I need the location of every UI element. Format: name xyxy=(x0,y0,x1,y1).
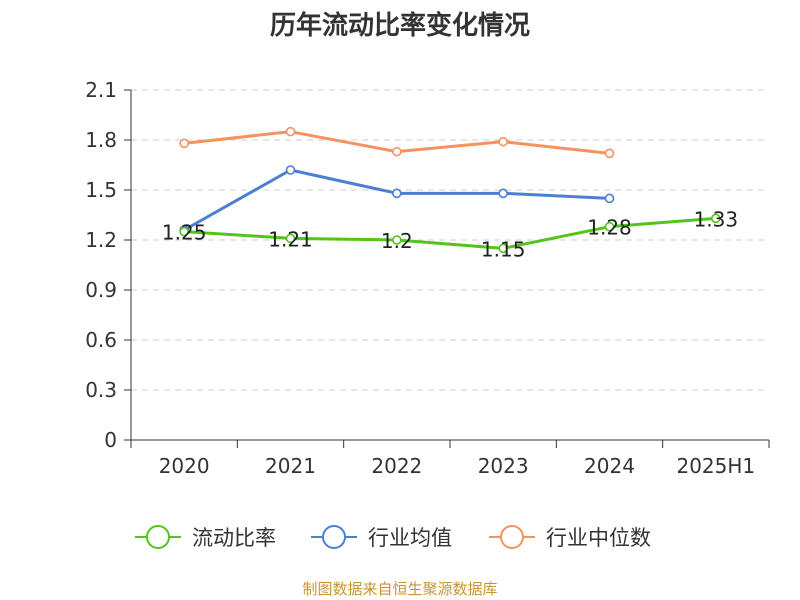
axis-layer: 0 0.3 0.6 0.9 1.2 1.5 1.8 2.1 2020 2021 2022 2023 20… xyxy=(85,78,770,478)
data-label: 1.15 xyxy=(481,237,526,261)
y-tick-label: 2.1 xyxy=(85,78,117,102)
data-label: 1.28 xyxy=(587,216,632,240)
y-tick-label: 1.8 xyxy=(85,128,117,152)
data-point xyxy=(179,226,189,237)
y-tick-label: 0.3 xyxy=(85,378,117,402)
data-point xyxy=(711,213,721,224)
legend-marker xyxy=(500,525,524,549)
y-tick-label: 0.6 xyxy=(85,328,117,352)
data-point xyxy=(392,188,402,199)
legend: 流动比率 行业均值 行业中位数 xyxy=(135,525,651,550)
data-label: 1.2 xyxy=(381,229,413,253)
grid-layer xyxy=(131,89,769,391)
data-label: 1.21 xyxy=(268,227,313,251)
data-point xyxy=(392,146,402,157)
y-tick-label: 0 xyxy=(104,428,117,452)
source-note: 制图数据来自恒生聚源数据库 xyxy=(302,580,497,598)
data-label-layer: 1.25 1.21 1.2 1.15 1.28 1.33 xyxy=(162,207,738,261)
data-point xyxy=(498,243,508,254)
data-point xyxy=(179,138,189,149)
series-layer xyxy=(179,126,721,254)
x-tick-label: 2020 xyxy=(159,454,210,478)
x-tick-label: 2025H1 xyxy=(676,454,755,478)
chart-title: 历年流动比率变化情况 xyxy=(270,10,530,41)
legend-marker xyxy=(322,525,346,549)
data-point xyxy=(604,221,615,232)
y-tick-label: 1.2 xyxy=(85,228,117,252)
y-tick-label: 1.5 xyxy=(85,178,117,202)
data-point xyxy=(285,126,296,137)
legend-item: 行业中位数 xyxy=(489,525,651,550)
data-point xyxy=(604,148,615,159)
legend-label: 流动比率 xyxy=(192,526,276,550)
series-line xyxy=(183,168,610,232)
data-point xyxy=(604,193,615,204)
x-tick-label: 2022 xyxy=(371,454,422,478)
data-label: 1.33 xyxy=(694,207,739,231)
data-point xyxy=(498,188,508,199)
y-tick-label: 0.9 xyxy=(85,278,117,302)
data-point xyxy=(498,136,508,147)
legend-marker xyxy=(146,525,170,549)
data-label: 1.25 xyxy=(162,221,207,245)
legend-item: 流动比率 xyxy=(135,525,276,550)
data-point xyxy=(285,165,296,175)
data-point xyxy=(392,235,402,245)
legend-item: 行业均值 xyxy=(311,525,452,550)
legend-label: 行业中位数 xyxy=(546,526,651,550)
x-tick-label: 2023 xyxy=(478,454,529,478)
series-line xyxy=(184,216,716,250)
x-tick-label: 2024 xyxy=(584,454,635,478)
x-tick-label: 2021 xyxy=(265,454,316,478)
legend-label: 行业均值 xyxy=(368,526,452,550)
data-point xyxy=(285,233,296,244)
